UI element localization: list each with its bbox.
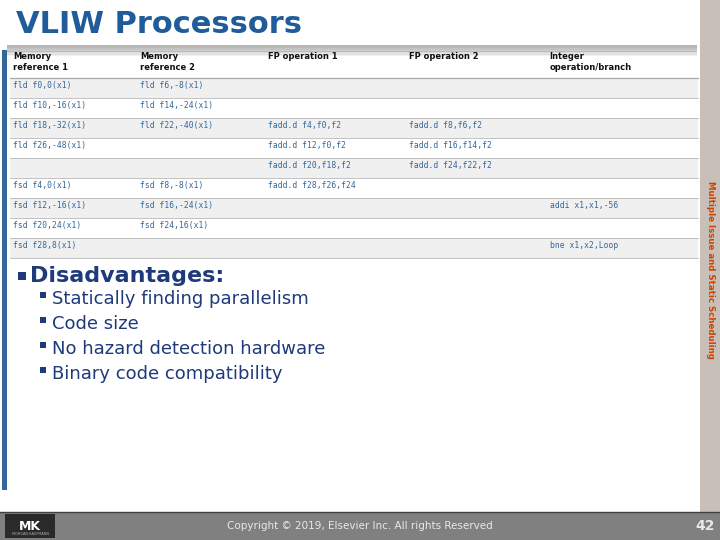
FancyBboxPatch shape (7, 54, 697, 56)
Text: fadd.d f4,f0,f2: fadd.d f4,f0,f2 (268, 121, 341, 130)
Text: fadd.d f8,f6,f2: fadd.d f8,f6,f2 (409, 121, 482, 130)
Text: fld f18,-32(x1): fld f18,-32(x1) (13, 121, 86, 130)
FancyBboxPatch shape (10, 98, 698, 118)
FancyBboxPatch shape (40, 342, 46, 348)
Text: Statically finding parallelism: Statically finding parallelism (52, 290, 309, 308)
FancyBboxPatch shape (10, 158, 698, 178)
Text: Disadvantages:: Disadvantages: (30, 266, 224, 286)
Text: fld f26,-48(x1): fld f26,-48(x1) (13, 141, 86, 150)
FancyBboxPatch shape (7, 52, 697, 55)
Text: fsd f4,0(x1): fsd f4,0(x1) (13, 181, 71, 190)
FancyBboxPatch shape (10, 78, 698, 98)
FancyBboxPatch shape (10, 238, 698, 258)
Text: MORGAN KAUFMANN: MORGAN KAUFMANN (12, 532, 48, 536)
Text: fld f6,-8(x1): fld f6,-8(x1) (140, 81, 204, 90)
Text: Copyright © 2019, Elsevier Inc. All rights Reserved: Copyright © 2019, Elsevier Inc. All righ… (227, 521, 493, 531)
Text: addi x1,x1,-56: addi x1,x1,-56 (549, 201, 618, 210)
FancyBboxPatch shape (2, 50, 7, 490)
FancyBboxPatch shape (700, 0, 720, 540)
Text: fsd f24,16(x1): fsd f24,16(x1) (140, 221, 209, 230)
Text: fadd.d f12,f0,f2: fadd.d f12,f0,f2 (268, 141, 346, 150)
FancyBboxPatch shape (10, 198, 698, 218)
Text: fld f14,-24(x1): fld f14,-24(x1) (140, 101, 213, 110)
FancyBboxPatch shape (0, 512, 720, 540)
Text: fld f22,-40(x1): fld f22,-40(x1) (140, 121, 213, 130)
Text: fsd f8,-8(x1): fsd f8,-8(x1) (140, 181, 204, 190)
FancyBboxPatch shape (7, 50, 697, 51)
Text: fsd f12,-16(x1): fsd f12,-16(x1) (13, 201, 86, 210)
Text: Memory
reference 1: Memory reference 1 (13, 52, 68, 72)
FancyBboxPatch shape (10, 218, 698, 238)
Text: fsd f16,-24(x1): fsd f16,-24(x1) (140, 201, 213, 210)
Text: fld f10,-16(x1): fld f10,-16(x1) (13, 101, 86, 110)
FancyBboxPatch shape (40, 317, 46, 323)
FancyBboxPatch shape (40, 367, 46, 373)
Text: MK: MK (19, 519, 41, 532)
FancyBboxPatch shape (10, 118, 698, 138)
Text: Memory
reference 2: Memory reference 2 (140, 52, 195, 72)
FancyBboxPatch shape (40, 292, 46, 298)
FancyBboxPatch shape (7, 51, 697, 53)
Text: fadd.d f24,f22,f2: fadd.d f24,f22,f2 (409, 161, 492, 170)
Text: No hazard detection hardware: No hazard detection hardware (52, 340, 325, 358)
Text: Multiple Issue and Static Scheduling: Multiple Issue and Static Scheduling (706, 181, 714, 359)
Text: FP operation 1: FP operation 1 (268, 52, 337, 61)
FancyBboxPatch shape (7, 48, 697, 50)
Text: fadd.d f20,f18,f2: fadd.d f20,f18,f2 (268, 161, 351, 170)
FancyBboxPatch shape (18, 272, 26, 280)
Text: FP operation 2: FP operation 2 (409, 52, 478, 61)
Text: fadd.d f16,f14,f2: fadd.d f16,f14,f2 (409, 141, 492, 150)
Text: Binary code compatibility: Binary code compatibility (52, 365, 282, 383)
Text: VLIW Processors: VLIW Processors (16, 10, 302, 39)
FancyBboxPatch shape (5, 514, 55, 538)
Text: fadd.d f28,f26,f24: fadd.d f28,f26,f24 (268, 181, 355, 190)
FancyBboxPatch shape (10, 138, 698, 158)
Text: 42: 42 (696, 519, 715, 533)
FancyBboxPatch shape (10, 178, 698, 198)
Text: fld f0,0(x1): fld f0,0(x1) (13, 81, 71, 90)
Text: fsd f28,8(x1): fsd f28,8(x1) (13, 241, 76, 250)
Text: Integer
operation/branch: Integer operation/branch (549, 52, 631, 72)
Text: fsd f20,24(x1): fsd f20,24(x1) (13, 221, 81, 230)
Text: Code size: Code size (52, 315, 139, 333)
FancyBboxPatch shape (7, 45, 697, 48)
Text: bne x1,x2,Loop: bne x1,x2,Loop (549, 241, 618, 250)
